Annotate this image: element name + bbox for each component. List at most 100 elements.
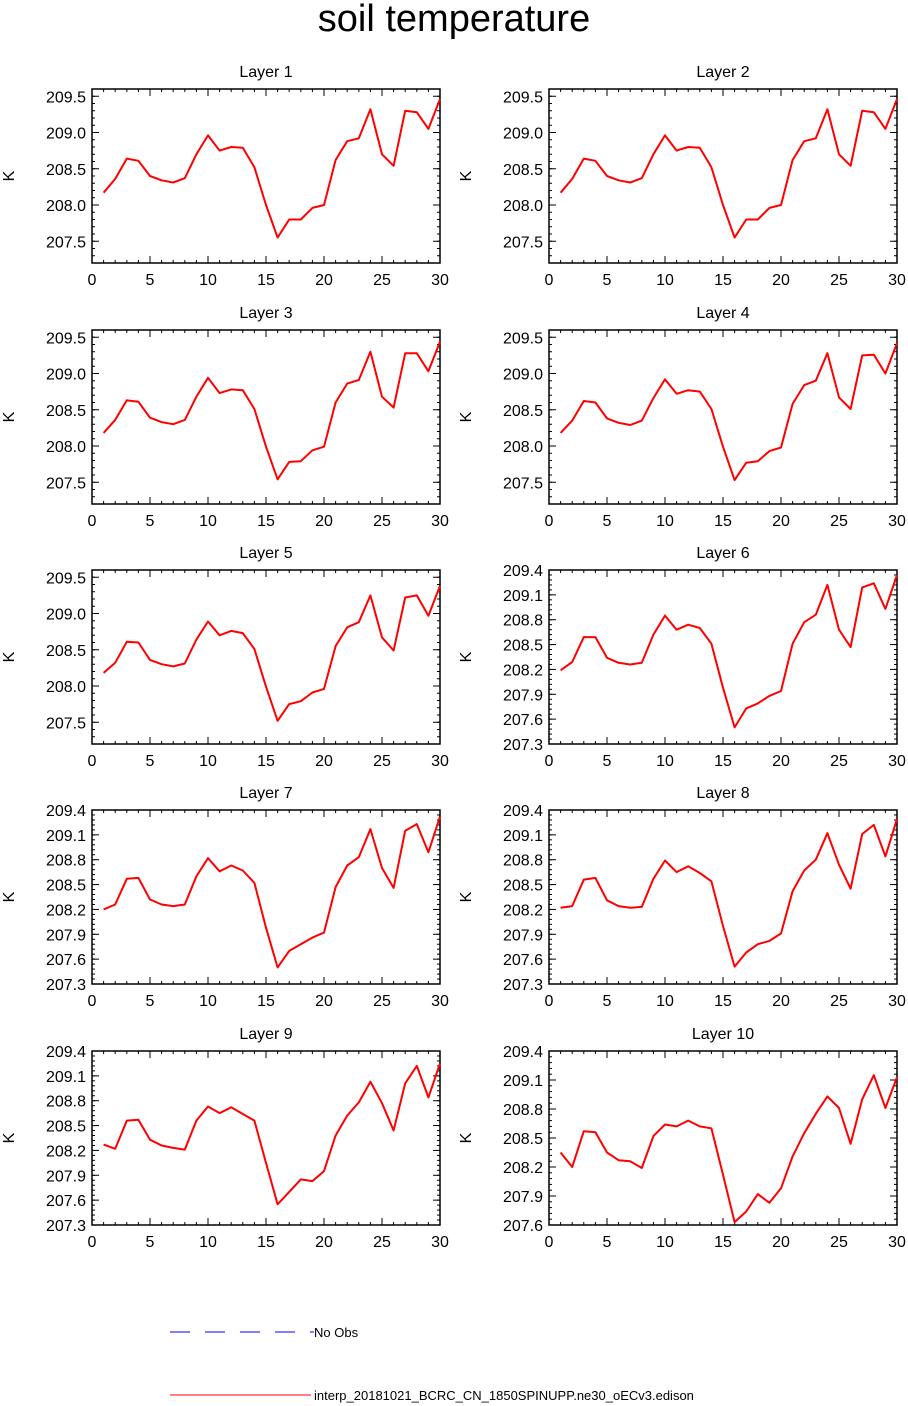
plot-frame (548, 329, 898, 505)
y-tick-label: 208.8 (503, 1102, 543, 1119)
y-axis-label: K (1, 651, 18, 662)
x-tick-label: 0 (545, 993, 554, 1010)
x-tick-label: 30 (888, 513, 906, 530)
y-tick-label: 209.5 (503, 330, 543, 347)
x-tick-label: 0 (545, 1234, 554, 1251)
y-tick-label: 208.2 (503, 902, 543, 919)
series-line (559, 1074, 898, 1224)
y-tick-label: 208.8 (46, 853, 86, 870)
y-tick-label: 207.6 (46, 1193, 86, 1210)
x-tick-label: 0 (88, 993, 97, 1010)
x-tick-label: 10 (199, 513, 217, 530)
y-tick-label: 207.5 (46, 715, 86, 732)
plot-frame (91, 809, 441, 985)
panel-title: Layer 2 (696, 64, 749, 81)
x-tick-label: 10 (656, 753, 674, 770)
series-line (559, 342, 898, 482)
y-tick-label: 208.8 (46, 1094, 86, 1111)
y-axis-label: K (458, 891, 475, 902)
x-tick-label: 0 (545, 272, 554, 289)
panel-2: Layer 2 0 5 10 15 20 25 30 207.5 208.0 208.5 209.0 2… (458, 64, 906, 289)
x-tick-label: 30 (431, 993, 449, 1010)
y-tick-label: 208.5 (46, 403, 86, 420)
x-tick-label: 30 (431, 1234, 449, 1251)
x-tick-label: 30 (888, 272, 906, 289)
y-tick-label: 207.6 (503, 1218, 543, 1235)
x-tick-label: 20 (772, 272, 790, 289)
x-tick-label: 5 (603, 272, 612, 289)
y-tick-label: 208.0 (46, 679, 86, 696)
x-tick-label: 25 (373, 513, 391, 530)
plot-frame (91, 569, 441, 745)
panel-title: Layer 4 (696, 305, 749, 322)
y-axis-label: K (458, 411, 475, 422)
x-tick-label: 0 (88, 513, 97, 530)
y-tick-label: 207.3 (503, 737, 543, 754)
y-tick-label: 209.1 (46, 828, 86, 845)
panel-title: Layer 6 (696, 545, 749, 562)
x-tick-label: 20 (315, 993, 333, 1010)
y-tick-label: 209.0 (46, 126, 86, 143)
legend-model-label: interp_20181021_BCRC_CN_1850SPINUPP.ne30… (314, 1388, 694, 1403)
x-tick-label: 30 (431, 272, 449, 289)
x-tick-label: 25 (373, 753, 391, 770)
x-tick-label: 5 (603, 753, 612, 770)
x-tick-label: 15 (714, 272, 732, 289)
panel-title: Layer 10 (692, 1026, 754, 1043)
plot-frame (91, 329, 441, 505)
x-tick-label: 5 (603, 993, 612, 1010)
x-tick-label: 10 (656, 272, 674, 289)
x-tick-label: 25 (830, 1234, 848, 1251)
y-axis-label: K (1, 170, 18, 181)
y-tick-label: 208.5 (503, 638, 543, 655)
x-tick-label: 15 (257, 513, 275, 530)
x-tick-label: 0 (545, 753, 554, 770)
x-tick-label: 15 (714, 753, 732, 770)
y-axis-label: K (458, 170, 475, 181)
panel-5: Layer 5 0 5 10 15 20 25 30 207.5 208.0 208.5 209.0 2… (1, 545, 449, 770)
x-tick-label: 20 (315, 1234, 333, 1251)
x-tick-label: 25 (830, 272, 848, 289)
panel-title: Layer 7 (239, 785, 292, 802)
y-tick-label: 208.0 (503, 198, 543, 215)
y-tick-label: 207.6 (46, 952, 86, 969)
x-tick-label: 25 (830, 993, 848, 1010)
panel-7: Layer 7 0 5 10 15 20 25 30 207.3 207.6 207.9 208.2 2… (1, 785, 449, 1010)
panel-title: Layer 9 (239, 1026, 292, 1043)
x-tick-label: 30 (888, 1234, 906, 1251)
y-tick-label: 208.2 (503, 1160, 543, 1177)
y-tick-label: 209.5 (46, 570, 86, 587)
legend-obs-line (170, 1331, 314, 1333)
y-tick-label: 207.9 (46, 927, 86, 944)
x-tick-label: 10 (199, 1234, 217, 1251)
series-line (560, 574, 898, 729)
x-tick-label: 5 (146, 1234, 155, 1251)
plot-frame (91, 88, 441, 264)
y-tick-label: 209.4 (46, 1044, 86, 1061)
x-tick-label: 5 (146, 513, 155, 530)
x-tick-label: 15 (257, 993, 275, 1010)
x-tick-label: 25 (373, 993, 391, 1010)
series-line (560, 818, 898, 968)
x-tick-label: 5 (146, 272, 155, 289)
y-tick-label: 209.1 (503, 828, 543, 845)
plot-frame (548, 569, 898, 745)
plot-frame (91, 1050, 441, 1226)
y-tick-label: 208.5 (503, 162, 543, 179)
y-axis-label: K (1, 411, 18, 422)
y-axis-label: K (458, 651, 475, 662)
x-tick-label: 5 (603, 513, 612, 530)
panel-3: Layer 3 0 5 10 15 20 25 30 207.5 208.0 208.5 209.0 2… (1, 305, 449, 530)
y-tick-label: 207.5 (503, 234, 543, 251)
y-tick-label: 209.4 (503, 563, 543, 580)
y-tick-label: 209.0 (503, 126, 543, 143)
series-line (103, 816, 441, 969)
panel-title: Layer 8 (696, 785, 749, 802)
x-tick-label: 20 (772, 513, 790, 530)
x-tick-label: 20 (772, 753, 790, 770)
y-axis-label: K (1, 1132, 18, 1143)
y-axis-label: K (458, 1132, 475, 1143)
y-tick-label: 208.2 (503, 662, 543, 679)
y-tick-label: 209.5 (46, 89, 86, 106)
